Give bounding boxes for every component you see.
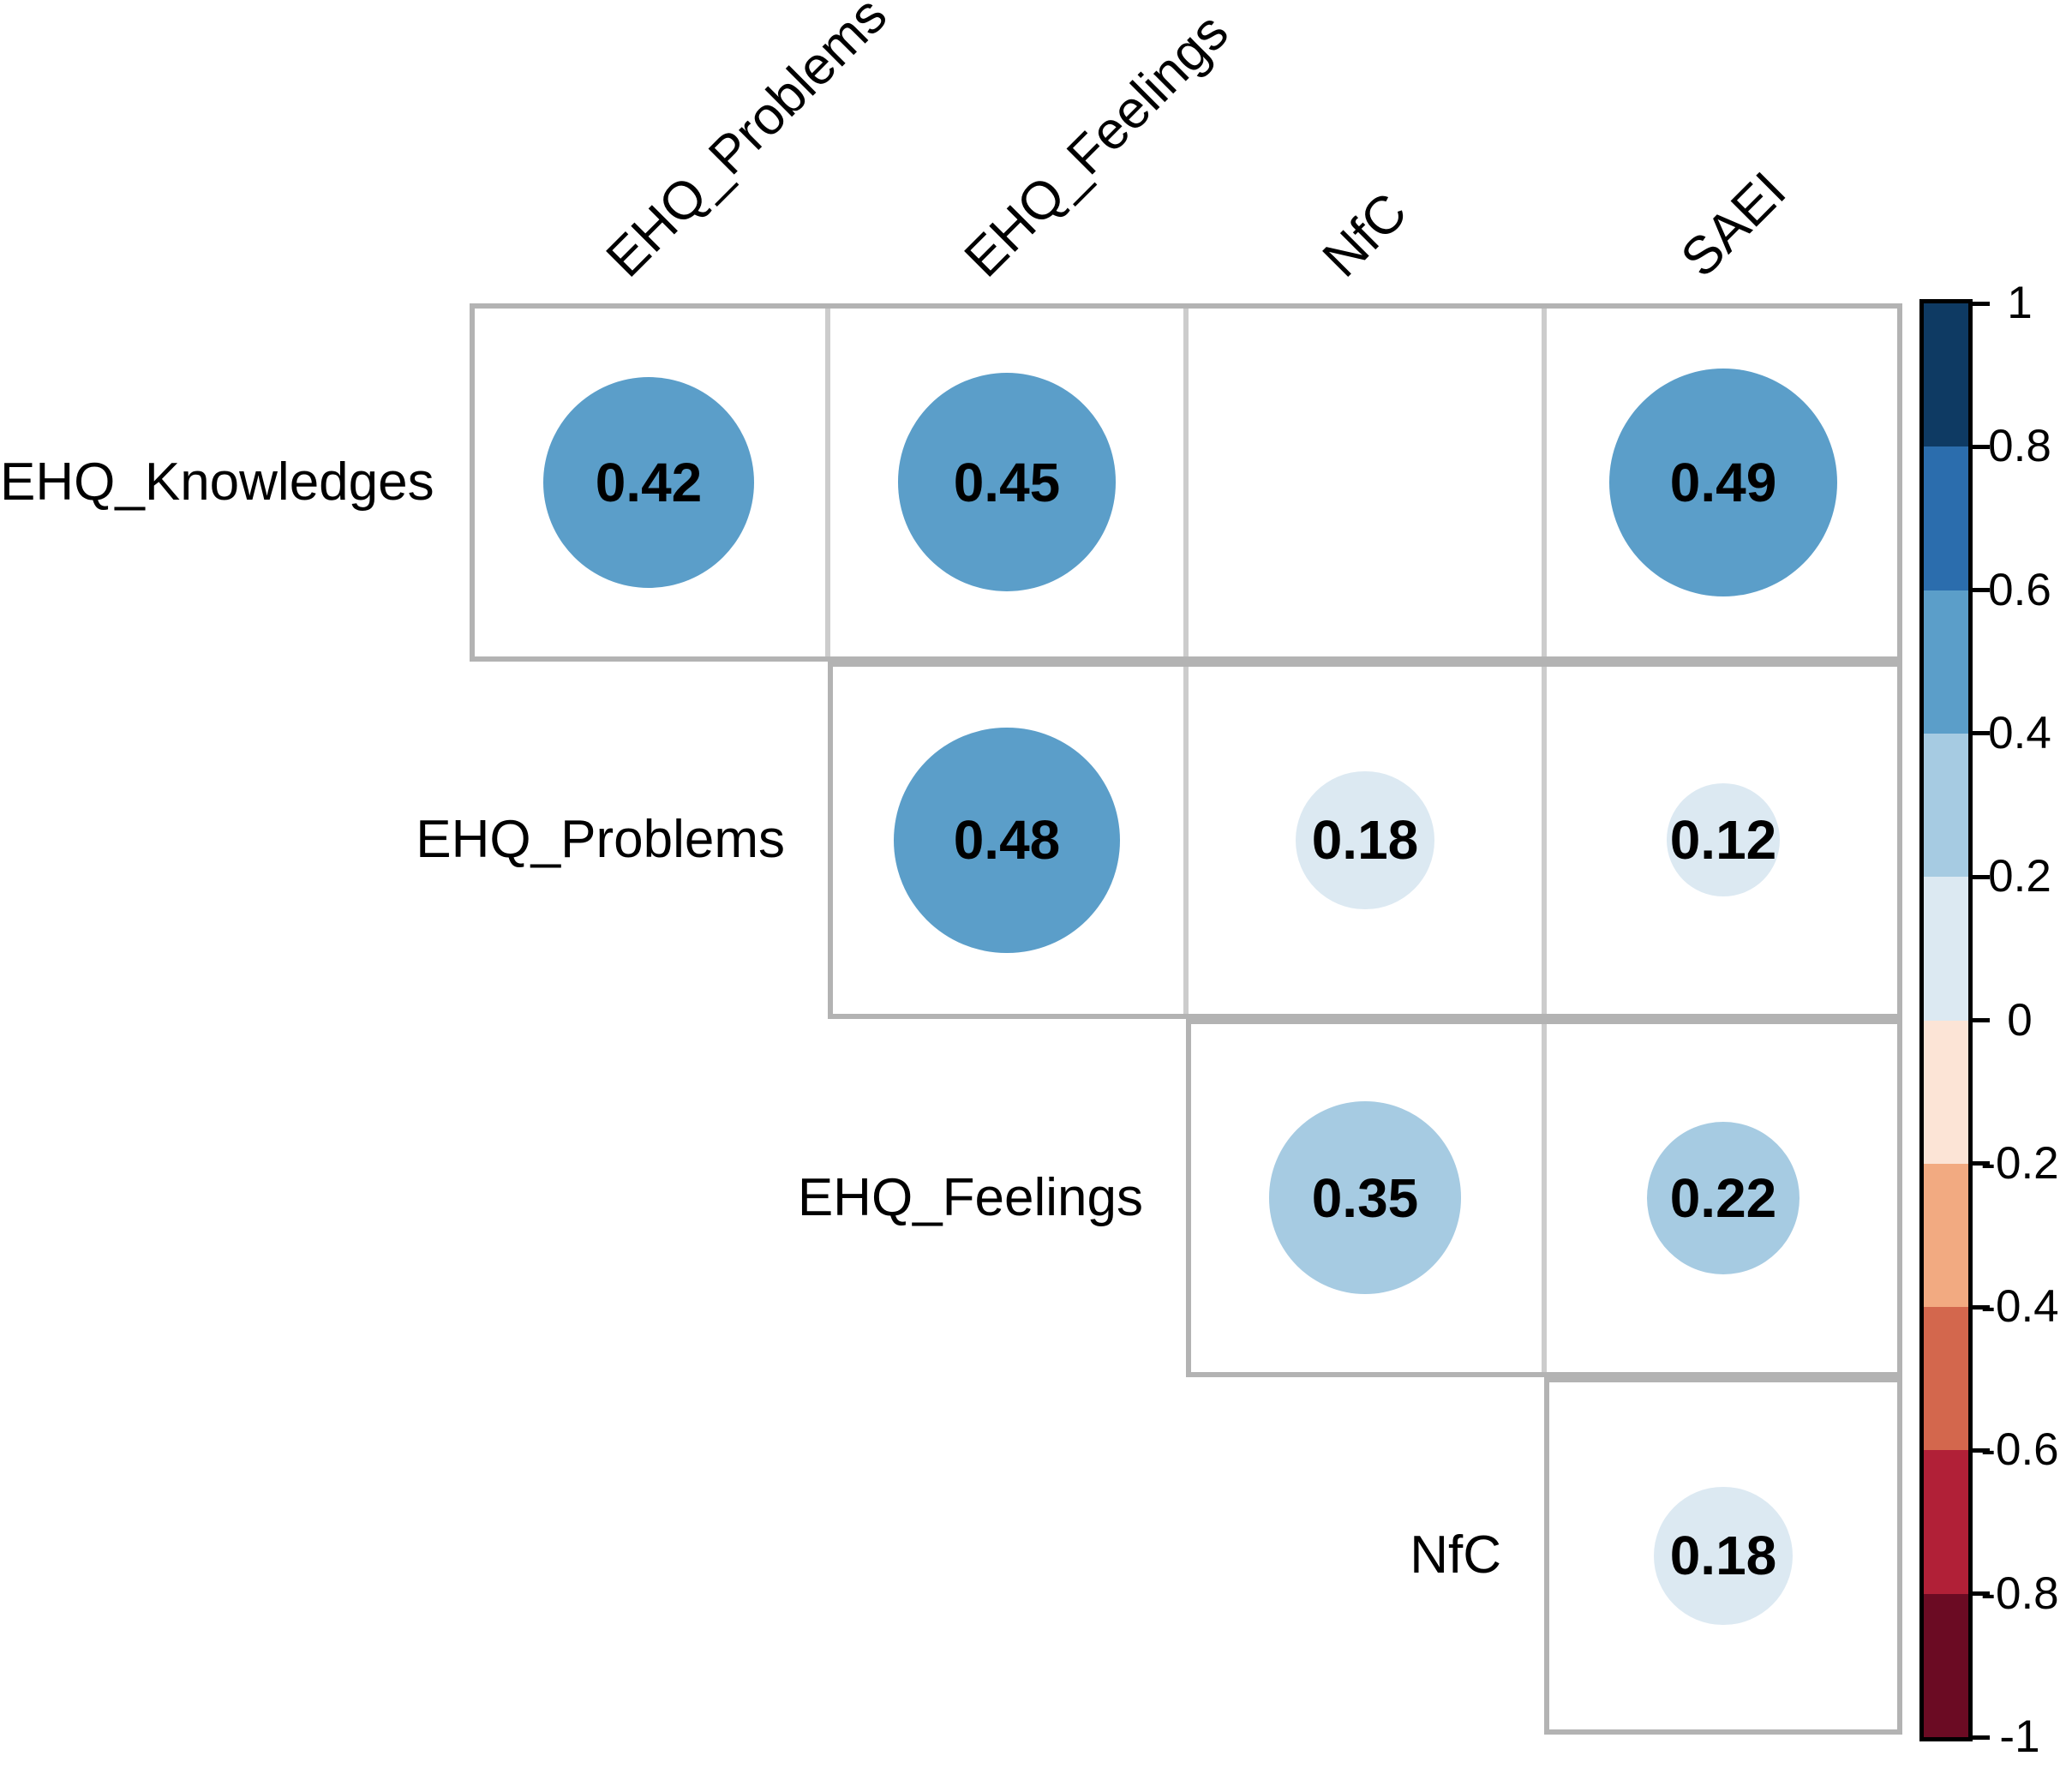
col-label-ehq-problems: EHQ_Problems <box>595 0 899 289</box>
correlation-value: 0.49 <box>1669 451 1777 513</box>
legend-tick-label-0_6: 0.6 <box>1988 564 2051 615</box>
correlation-value: 0.12 <box>1669 809 1777 872</box>
row-label-ehq-knowledges: EHQ_Knowledges <box>0 452 434 512</box>
correlation-circle-ehq-knowledges-ehq-problems: 0.42 <box>542 376 755 588</box>
legend-color-block <box>1924 1450 1968 1595</box>
correlation-circle-ehq-knowledges-saei: 0.49 <box>1609 368 1837 596</box>
col-label-nfc: NfC <box>1311 182 1419 289</box>
correlation-value: 0.35 <box>1311 1166 1419 1229</box>
legend-color-block <box>1924 446 1968 591</box>
legend-color-block <box>1924 1163 1968 1309</box>
correlation-value: 0.42 <box>595 451 703 513</box>
matrix-row-block-outline <box>1186 1019 1902 1377</box>
matrix-row-block-outline <box>1544 1376 1902 1735</box>
legend-tick-mark <box>1971 1591 1990 1597</box>
row-label-ehq-problems: EHQ_Problems <box>416 810 785 870</box>
legend-tick-mark <box>1971 1447 1990 1453</box>
legend-color-block <box>1924 877 1968 1022</box>
legend-color-block <box>1924 303 1968 448</box>
correlation-value: 0.18 <box>1669 1525 1777 1587</box>
legend-tick-label-0_8: 0.8 <box>1988 421 2051 472</box>
correlation-circle-ehq-feelings-nfc: 0.35 <box>1268 1101 1462 1295</box>
correlation-circle-ehq-feelings-saei: 0.22 <box>1646 1121 1800 1274</box>
legend-color-block <box>1924 1307 1968 1452</box>
legend-color-block <box>1924 1593 1968 1738</box>
legend-tick-label-neg1: -1 <box>1999 1711 2040 1762</box>
col-label-saei: SAEI <box>1669 160 1798 289</box>
legend-tick-mark <box>1971 588 1990 593</box>
correlation-circle-ehq-problems-saei: 0.12 <box>1667 783 1780 897</box>
row-label-nfc: NfC <box>1410 1525 1501 1585</box>
legend-tick-label-neg0_2: -0.2 <box>1980 1137 2059 1189</box>
legend-tick-mark <box>1971 1018 1990 1022</box>
correlation-circle-ehq-problems-nfc: 0.18 <box>1296 770 1434 909</box>
legend-tick-label-0_4: 0.4 <box>1988 707 2051 758</box>
row-label-ehq-feelings: EHQ_Feelings <box>797 1167 1143 1227</box>
legend-tick-mark <box>1971 731 1990 736</box>
correlation-circle-nfc-saei: 0.18 <box>1654 1486 1793 1625</box>
legend-tick-label-1: 1 <box>2007 278 2033 328</box>
col-label-ehq-feelings: EHQ_Feelings <box>953 2 1240 289</box>
legend-bar-border <box>1919 299 1973 1741</box>
legend-tick-mark <box>1971 1735 1990 1740</box>
matrix-row-block-outline <box>470 303 1902 662</box>
legend-tick-label-0_2: 0.2 <box>1988 851 2051 902</box>
legend-tick-mark <box>1971 1304 1990 1310</box>
matrix-row-block-outline <box>828 661 1902 1019</box>
legend-tick-label-0: 0 <box>2007 994 2033 1046</box>
correlation-value: 0.18 <box>1311 809 1419 872</box>
correlation-circle-ehq-problems-ehq-feelings: 0.48 <box>894 727 1120 953</box>
legend-color-block <box>1924 733 1968 878</box>
legend-tick-mark <box>1971 1161 1990 1166</box>
legend-tick-label-neg0_4: -0.4 <box>1980 1281 2059 1333</box>
legend-tick-label-neg0_8: -0.8 <box>1980 1567 2059 1619</box>
legend-tick-mark <box>1971 874 1990 879</box>
legend-tick-label-neg0_6: -0.6 <box>1980 1424 2059 1476</box>
correlation-value: 0.45 <box>953 451 1061 513</box>
legend-color-block <box>1924 590 1968 734</box>
legend-tick-mark <box>1971 444 1990 449</box>
correlation-circle-ehq-knowledges-ehq-feelings: 0.45 <box>897 373 1117 592</box>
legend-color-block <box>1924 1020 1968 1165</box>
correlation-value: 0.48 <box>953 809 1061 872</box>
legend-tick-mark <box>1971 301 1990 306</box>
correlation-value: 0.22 <box>1669 1166 1777 1229</box>
